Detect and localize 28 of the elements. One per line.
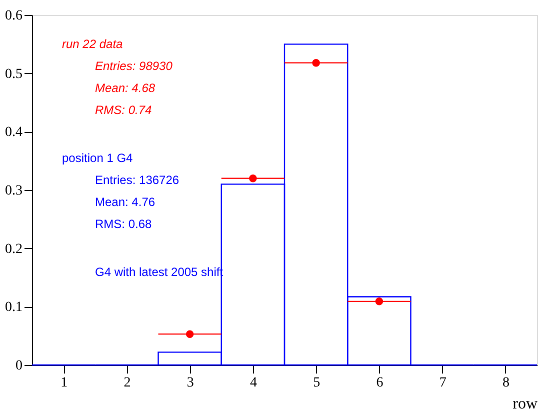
annotation: Mean: 4.76 <box>95 195 156 209</box>
x-tick-label: 7 <box>439 376 446 390</box>
y-tick-label: 0.6 <box>5 8 22 24</box>
annotation: RMS: 0.68 <box>95 217 152 231</box>
y-tick-label: 0.3 <box>5 184 22 198</box>
annotation: Mean: 4.68 <box>95 81 156 95</box>
annotation: RMS: 0.74 <box>95 103 152 117</box>
x-tick-label: 8 <box>502 376 510 390</box>
annotation: Entries: 98930 <box>95 59 173 73</box>
text: run 22 data <box>62 37 124 51</box>
y-tick-label: 0 <box>16 358 22 374</box>
y-tick-label: 0.1 <box>5 300 22 316</box>
point <box>186 330 194 338</box>
y-tick-label: 0.4 <box>5 125 22 140</box>
x-axis-title: row <box>512 396 538 412</box>
x-tick-label: 3 <box>186 376 194 390</box>
x-tick-label: 6 <box>376 376 384 390</box>
annotation: Entries: 136726 <box>95 173 180 187</box>
point <box>312 58 320 67</box>
x-tick-label: 4 <box>250 376 257 390</box>
point <box>375 298 384 306</box>
y-tick-label: 0.5 <box>5 66 22 82</box>
point <box>249 174 257 182</box>
x-tick-label: 2 <box>124 376 131 390</box>
y-tick-label: 0.2 <box>5 242 22 257</box>
text: position 1 G4 <box>62 151 134 165</box>
x-tick-label: 5 <box>313 376 320 390</box>
x-tick-label: 1 <box>60 376 68 390</box>
